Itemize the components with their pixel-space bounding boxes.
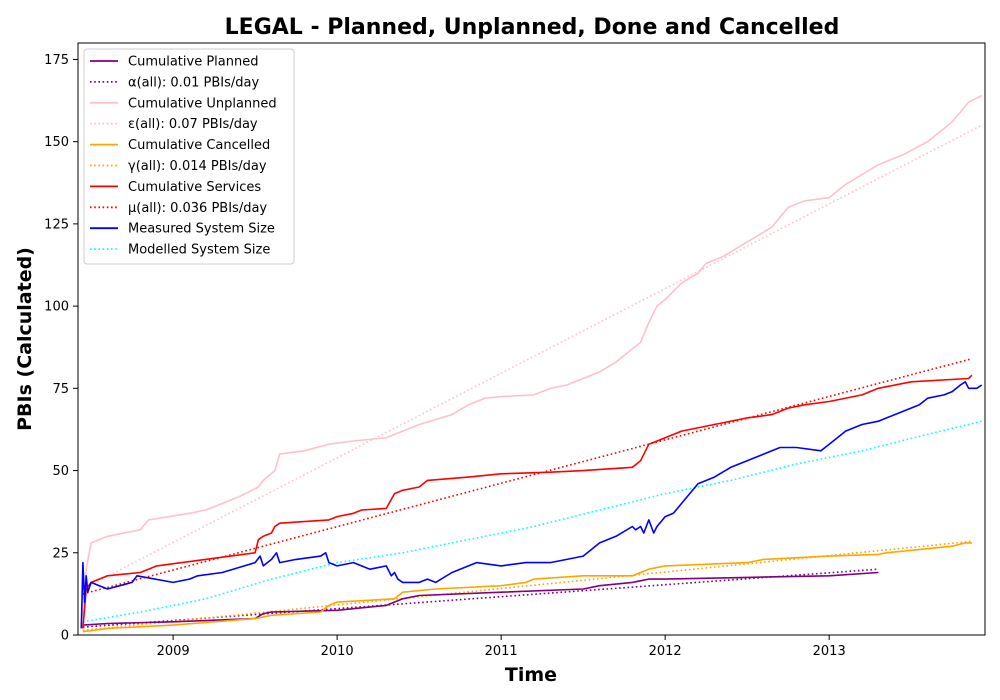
x-tick-label: 2010 [321,644,354,659]
x-tick-label: 2011 [485,644,518,659]
y-tick-label: 50 [52,464,69,479]
plot-area: 2009 2010 2011 2012 2013 0 25 50 75 100 125 150 175 [44,42,986,659]
series-line-modelled-system-size [82,420,982,623]
series-line-all-0-07-pbis-day [82,124,983,590]
x-axis-label: Time [505,664,557,686]
series-layer [80,94,983,633]
legend-label: γ(all): 0.014 PBIs/day [128,159,267,174]
series-line-measured-system-size [80,380,983,629]
y-tick-label: 0 [61,629,69,644]
y-tick-label: 25 [52,546,69,561]
series-line-cumulative-services [82,374,973,629]
legend-label: Measured System Size [128,222,275,237]
legend-label: α(all): 0.01 PBIs/day [128,75,259,90]
y-tick-label: 100 [44,300,69,315]
legend-label: Cumulative Services [128,180,261,195]
y-axis-label: PBIs (Calculated) [14,247,36,431]
series-line-cumulative-cancelled [82,542,972,633]
y-tick-label: 175 [44,53,69,68]
legend-label: Cumulative Unplanned [128,96,277,111]
chart-title: LEGAL - Planned, Unplanned, Done and Can… [225,15,840,40]
x-axis-ticks: 2009 2010 2011 2012 2013 [157,635,846,659]
legend: Cumulative Planned α(all): 0.01 PBIs/day C… [83,48,295,265]
x-tick-label: 2013 [813,644,846,659]
plot-frame [77,42,986,636]
x-tick-label: 2009 [157,644,190,659]
legend-label: ε(all): 0.07 PBIs/day [128,117,258,132]
y-axis-ticks: 0 25 50 75 100 125 150 175 [44,53,78,644]
legend-label: μ(all): 0.036 PBIs/day [128,201,267,216]
y-tick-label: 150 [44,135,69,150]
legend-label: Cumulative Planned [128,55,258,70]
y-tick-label: 125 [44,217,69,232]
y-tick-label: 75 [52,382,69,397]
series-line-all-0-01-pbis-day [82,568,879,628]
legend-label: Cumulative Cancelled [128,138,270,153]
x-tick-label: 2012 [649,644,682,659]
legend-box [83,48,295,265]
series-line-cumulative-unplanned [82,94,983,619]
legend-label: Modelled System Size [128,243,270,258]
